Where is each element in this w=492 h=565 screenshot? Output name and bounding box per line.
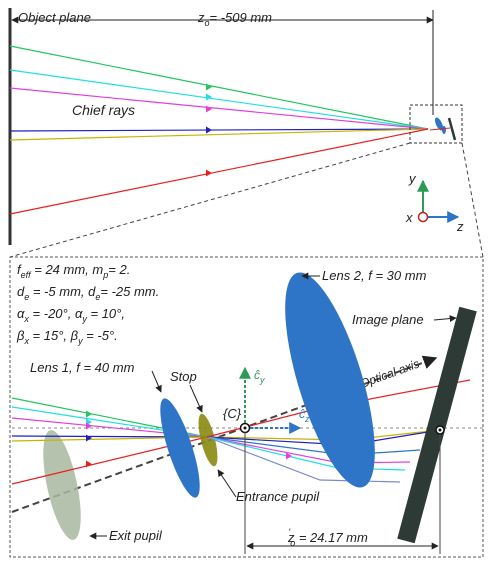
projection-line-left — [9, 142, 411, 258]
zo-label: zo= -509 mm — [197, 10, 272, 28]
zoom-box — [409, 104, 463, 144]
zo-prime-label: z′o = 24.17 mm — [287, 527, 368, 548]
projection-line-right — [461, 142, 484, 258]
cz-label: ĉz — [299, 407, 310, 424]
param-line-2: de = -5 mm, de= -25 mm. — [17, 284, 159, 302]
param-line-1: feff = 24 mm, mp= 2. — [17, 262, 130, 280]
image-plane — [397, 306, 477, 544]
stop — [198, 413, 218, 467]
callouts: Lens 2, f = 30 mm Image plane Lens 1, f … — [30, 268, 457, 543]
parameters: feff = 24 mm, mp= 2. de = -5 mm, de= -25… — [16, 262, 159, 346]
chief-rays-label: Chief rays — [72, 102, 135, 118]
lens-1-label: Lens 1, f = 40 mm — [30, 360, 135, 375]
param-line-3: αx = -20°, αy = 10°, — [17, 306, 125, 324]
exit-pupil — [43, 430, 81, 540]
axis-z-label: z — [456, 219, 464, 234]
exit-pupil-label: Exit pupil — [109, 528, 163, 543]
chief-rays — [9, 45, 429, 215]
optical-axis-line — [11, 355, 438, 513]
top-panel: Object plane zo= -509 mm Chief rays — [8, 8, 484, 258]
frame-c-label: {C} — [223, 406, 242, 421]
stop-label: Stop — [170, 369, 197, 384]
axis-y-label: y — [408, 171, 417, 186]
coord-axes: y x z — [405, 171, 464, 234]
lens-1 — [160, 398, 200, 498]
lens-2-label: Lens 2, f = 30 mm — [322, 268, 427, 283]
lens-2 — [285, 272, 375, 488]
detail-panel — [9, 256, 484, 558]
image-plane-label: Image plane — [352, 312, 424, 327]
entrance-pupil-label: Entrance pupil — [236, 489, 320, 504]
cy-label: ĉy — [254, 368, 265, 385]
optical-axis-label: Optical axis — [358, 356, 421, 390]
zo-prime-dimension: z′o = 24.17 mm — [244, 432, 441, 554]
mini-system — [429, 117, 457, 141]
param-line-4: βx = 15°, βy = -5°. — [16, 328, 118, 346]
axis-x-label: x — [405, 210, 413, 225]
object-plane-label: Object plane — [18, 10, 91, 25]
ray-arrows — [206, 83, 212, 177]
